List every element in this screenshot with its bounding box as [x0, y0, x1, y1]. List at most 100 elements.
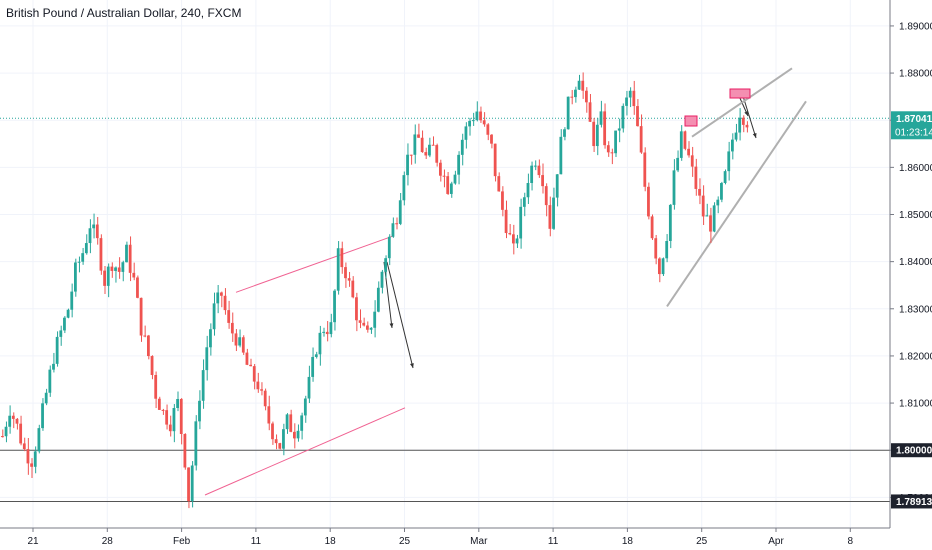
- candle-body: [698, 188, 701, 196]
- candle-body: [245, 352, 249, 365]
- candle-body: [271, 423, 274, 440]
- candle-body: [537, 165, 541, 176]
- candle-body: [114, 267, 117, 271]
- candle-body: [574, 89, 577, 98]
- arrow-down-1-head: [389, 323, 394, 328]
- x-tick-label: 8: [848, 536, 854, 547]
- candle-body: [15, 418, 19, 424]
- candle-body: [599, 111, 603, 125]
- candle-body: [603, 111, 607, 146]
- candle-body: [285, 414, 289, 430]
- candle-body: [351, 280, 355, 298]
- x-tick-label: 18: [325, 536, 337, 547]
- candle-body: [508, 233, 512, 235]
- candle-body: [296, 430, 300, 439]
- level-layer: [0, 117, 890, 502]
- candle-body: [249, 364, 252, 367]
- candle-body: [453, 174, 457, 184]
- arrow-down-4: [742, 95, 757, 139]
- candle-body: [355, 297, 358, 321]
- candle-body: [143, 335, 147, 337]
- candle-body: [544, 186, 548, 206]
- candle-body: [475, 111, 479, 121]
- x-tick-label: 28: [102, 536, 114, 547]
- candle-body: [165, 410, 169, 425]
- current-price-label: 1.87041: [896, 114, 932, 125]
- candle-body: [125, 244, 128, 263]
- candle-body: [417, 134, 420, 138]
- candle-body: [446, 176, 450, 194]
- candle-body: [26, 449, 30, 464]
- candle-body: [409, 154, 413, 156]
- candle-body: [522, 197, 526, 207]
- candle-body: [183, 434, 187, 468]
- x-tick-label: 11: [251, 536, 262, 547]
- candle-body: [570, 96, 574, 98]
- candle-body: [362, 322, 366, 326]
- candle-body: [490, 134, 493, 144]
- candle-body: [128, 244, 132, 273]
- candle-body: [628, 90, 632, 98]
- candle-body: [658, 258, 661, 275]
- candle-body: [457, 154, 461, 175]
- candle-body: [387, 236, 391, 259]
- candle-body: [52, 363, 55, 370]
- candle-body: [402, 175, 406, 201]
- candle-body: [676, 157, 680, 171]
- candle-body: [168, 424, 172, 432]
- candle-body: [289, 414, 293, 432]
- candle-body: [384, 258, 388, 272]
- candle-body: [77, 261, 81, 263]
- arrow-down-2-head: [410, 363, 414, 368]
- candle-body: [322, 331, 325, 333]
- candle-body: [157, 398, 161, 410]
- candle-body: [216, 292, 220, 304]
- candle-body: [176, 398, 179, 408]
- touch-marker-2: [729, 88, 751, 99]
- candle-body: [614, 130, 617, 154]
- candle-body: [63, 317, 66, 331]
- x-tick-label: Feb: [173, 536, 191, 547]
- candle-body: [190, 465, 194, 502]
- candle-body: [515, 238, 519, 244]
- candle-body: [274, 439, 278, 444]
- candle-body: [201, 370, 205, 401]
- candle-body: [734, 132, 738, 140]
- candle-body: [442, 175, 446, 177]
- candle-body: [526, 183, 530, 198]
- candle-body: [639, 126, 643, 153]
- candle-body: [431, 144, 435, 146]
- candle-body: [4, 426, 8, 437]
- candle-body: [172, 407, 176, 432]
- candle-body: [643, 152, 647, 187]
- candle-body: [303, 398, 307, 416]
- candle-body: [687, 148, 690, 156]
- arrow-down-2: [386, 261, 414, 369]
- candle-body: [340, 248, 344, 268]
- candle-body: [55, 336, 59, 364]
- candle-body: [661, 258, 665, 275]
- candle-body: [33, 451, 37, 467]
- y-tick-label: 1.81000: [899, 399, 932, 410]
- candle-body: [665, 240, 669, 259]
- candle-body: [716, 199, 720, 206]
- candle-body: [610, 152, 614, 154]
- candle-body: [541, 175, 544, 187]
- x-tick-label: 25: [399, 536, 411, 547]
- y-tick-label: 1.83000: [899, 304, 932, 315]
- y-tick-label: 1.84000: [899, 257, 932, 268]
- candle-body: [512, 234, 515, 244]
- candle-body: [11, 415, 15, 419]
- candle-body: [238, 337, 242, 346]
- channel-upper-line: [235, 235, 395, 293]
- candle-body: [581, 80, 585, 91]
- candle-body: [223, 295, 227, 311]
- candle-body: [701, 195, 705, 217]
- candle-body: [439, 162, 442, 176]
- candle-body: [74, 262, 77, 292]
- candle-body: [205, 347, 209, 371]
- candle-body: [625, 97, 628, 106]
